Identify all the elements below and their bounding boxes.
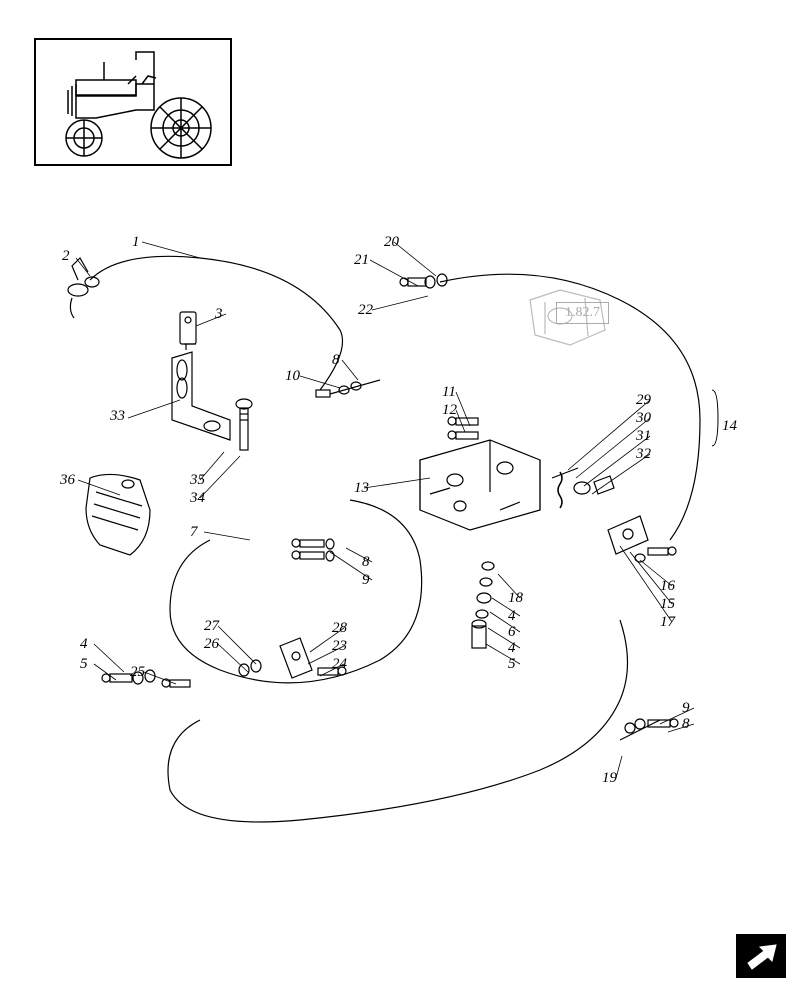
callout-13: 13 [354, 480, 369, 497]
callout-21: 21 [354, 252, 369, 269]
callout-4: 4 [508, 640, 516, 657]
callout-10: 10 [285, 368, 300, 385]
callout-22: 22 [358, 302, 373, 319]
callout-4: 4 [508, 608, 516, 625]
nav-arrow-button[interactable] [736, 934, 786, 978]
callout-34: 34 [190, 490, 205, 507]
callout-27: 27 [204, 618, 219, 635]
callout-18: 18 [508, 590, 523, 607]
callout-24: 24 [332, 656, 347, 673]
callout-20: 20 [384, 234, 399, 251]
exploded-diagram [0, 0, 812, 1000]
callout-12: 12 [442, 402, 457, 419]
callout-30: 30 [636, 410, 651, 427]
callout-9: 9 [362, 572, 370, 589]
callout-9: 9 [682, 700, 690, 717]
callout-15: 15 [660, 596, 675, 613]
callout-36: 36 [60, 472, 75, 489]
callout-23: 23 [332, 638, 347, 655]
callout-28: 28 [332, 620, 347, 637]
callout-19: 19 [602, 770, 617, 787]
callout-8: 8 [332, 352, 340, 369]
callout-11: 11 [442, 384, 456, 401]
callout-6: 6 [508, 624, 516, 641]
callout-29: 29 [636, 392, 651, 409]
callout-35: 35 [190, 472, 205, 489]
callout-8: 8 [682, 716, 690, 733]
callout-17: 17 [660, 614, 675, 631]
callout-32: 32 [636, 446, 651, 463]
callout-14: 14 [722, 418, 737, 435]
callout-4: 4 [80, 636, 88, 653]
callout-1: 1 [132, 234, 140, 251]
callout-3: 3 [215, 306, 223, 323]
callout-25: 25 [130, 664, 145, 681]
callout-33: 33 [110, 408, 125, 425]
callout-26: 26 [204, 636, 219, 653]
callout-8: 8 [362, 554, 370, 571]
reference-box: 1.82.7 [556, 302, 609, 324]
callout-5: 5 [508, 656, 516, 673]
callout-7: 7 [190, 524, 198, 541]
callout-2: 2 [62, 248, 70, 265]
callout-5: 5 [80, 656, 88, 673]
arrow-up-right-icon [742, 941, 780, 971]
callout-31: 31 [636, 428, 651, 445]
callout-16: 16 [660, 578, 675, 595]
